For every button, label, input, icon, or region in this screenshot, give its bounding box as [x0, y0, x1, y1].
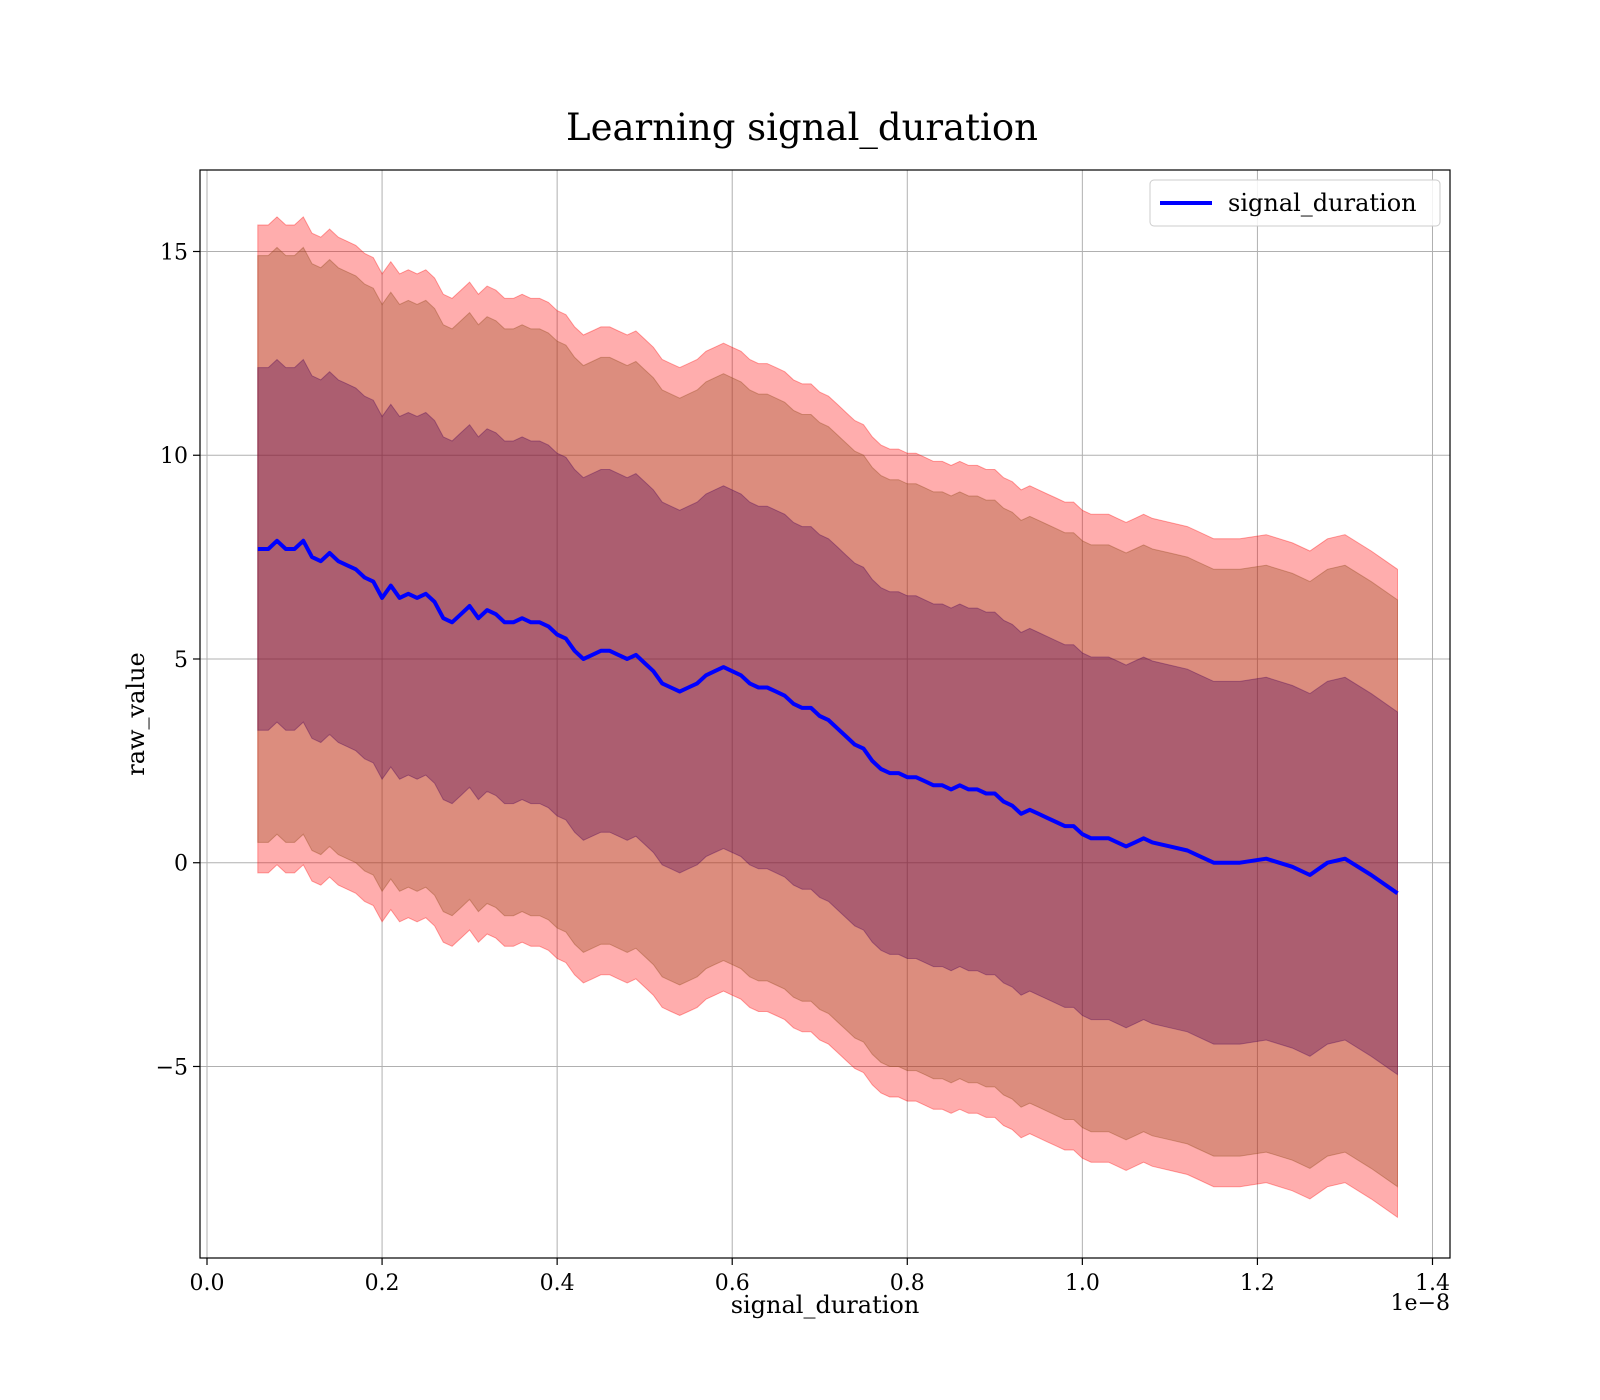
ticks: 0.0 0.2 0.4 0.6 0.8 1.0 1.2 1.4 −5 0 5 10 15 [156, 240, 1450, 1296]
legend: signal_duration [1149, 179, 1441, 227]
y-tick-label-1: 0 [174, 852, 188, 877]
inner-band [257, 358, 1398, 1076]
y-tick-label-4: 15 [160, 240, 188, 265]
y-axis-label: raw_value [122, 652, 150, 776]
x-tick-label-2: 0.4 [540, 1271, 575, 1296]
series-line-signal-duration [257, 538, 1399, 895]
y-tick-label-3: 10 [160, 444, 188, 469]
x-offset-label: 1e−8 [1391, 1291, 1450, 1316]
x-tick-label-6: 1.2 [1240, 1271, 1275, 1296]
x-tick-label-7: 1.4 [1415, 1271, 1450, 1296]
x-tick-label-3: 0.6 [715, 1271, 750, 1296]
chart-title: Learning signal_duration [566, 106, 1038, 150]
x-tick-label-0: 0.0 [190, 1271, 225, 1296]
legend-box [1149, 179, 1441, 227]
x-tick-label-4: 0.8 [890, 1271, 925, 1296]
middle-band [257, 246, 1398, 1188]
x-tick-label-5: 1.0 [1065, 1271, 1100, 1296]
confidence-bands [257, 216, 1398, 1219]
x-axis-label: signal_duration [731, 1291, 920, 1319]
y-tick-label-2: 5 [174, 648, 188, 673]
x-tick-label-1: 0.2 [365, 1271, 400, 1296]
outer-band [257, 216, 1398, 1219]
y-tick-label-0: −5 [156, 1055, 188, 1080]
plot-frame [199, 169, 1451, 1259]
series-layer [257, 538, 1399, 895]
legend-label-signal-duration: signal_duration [1228, 189, 1417, 217]
